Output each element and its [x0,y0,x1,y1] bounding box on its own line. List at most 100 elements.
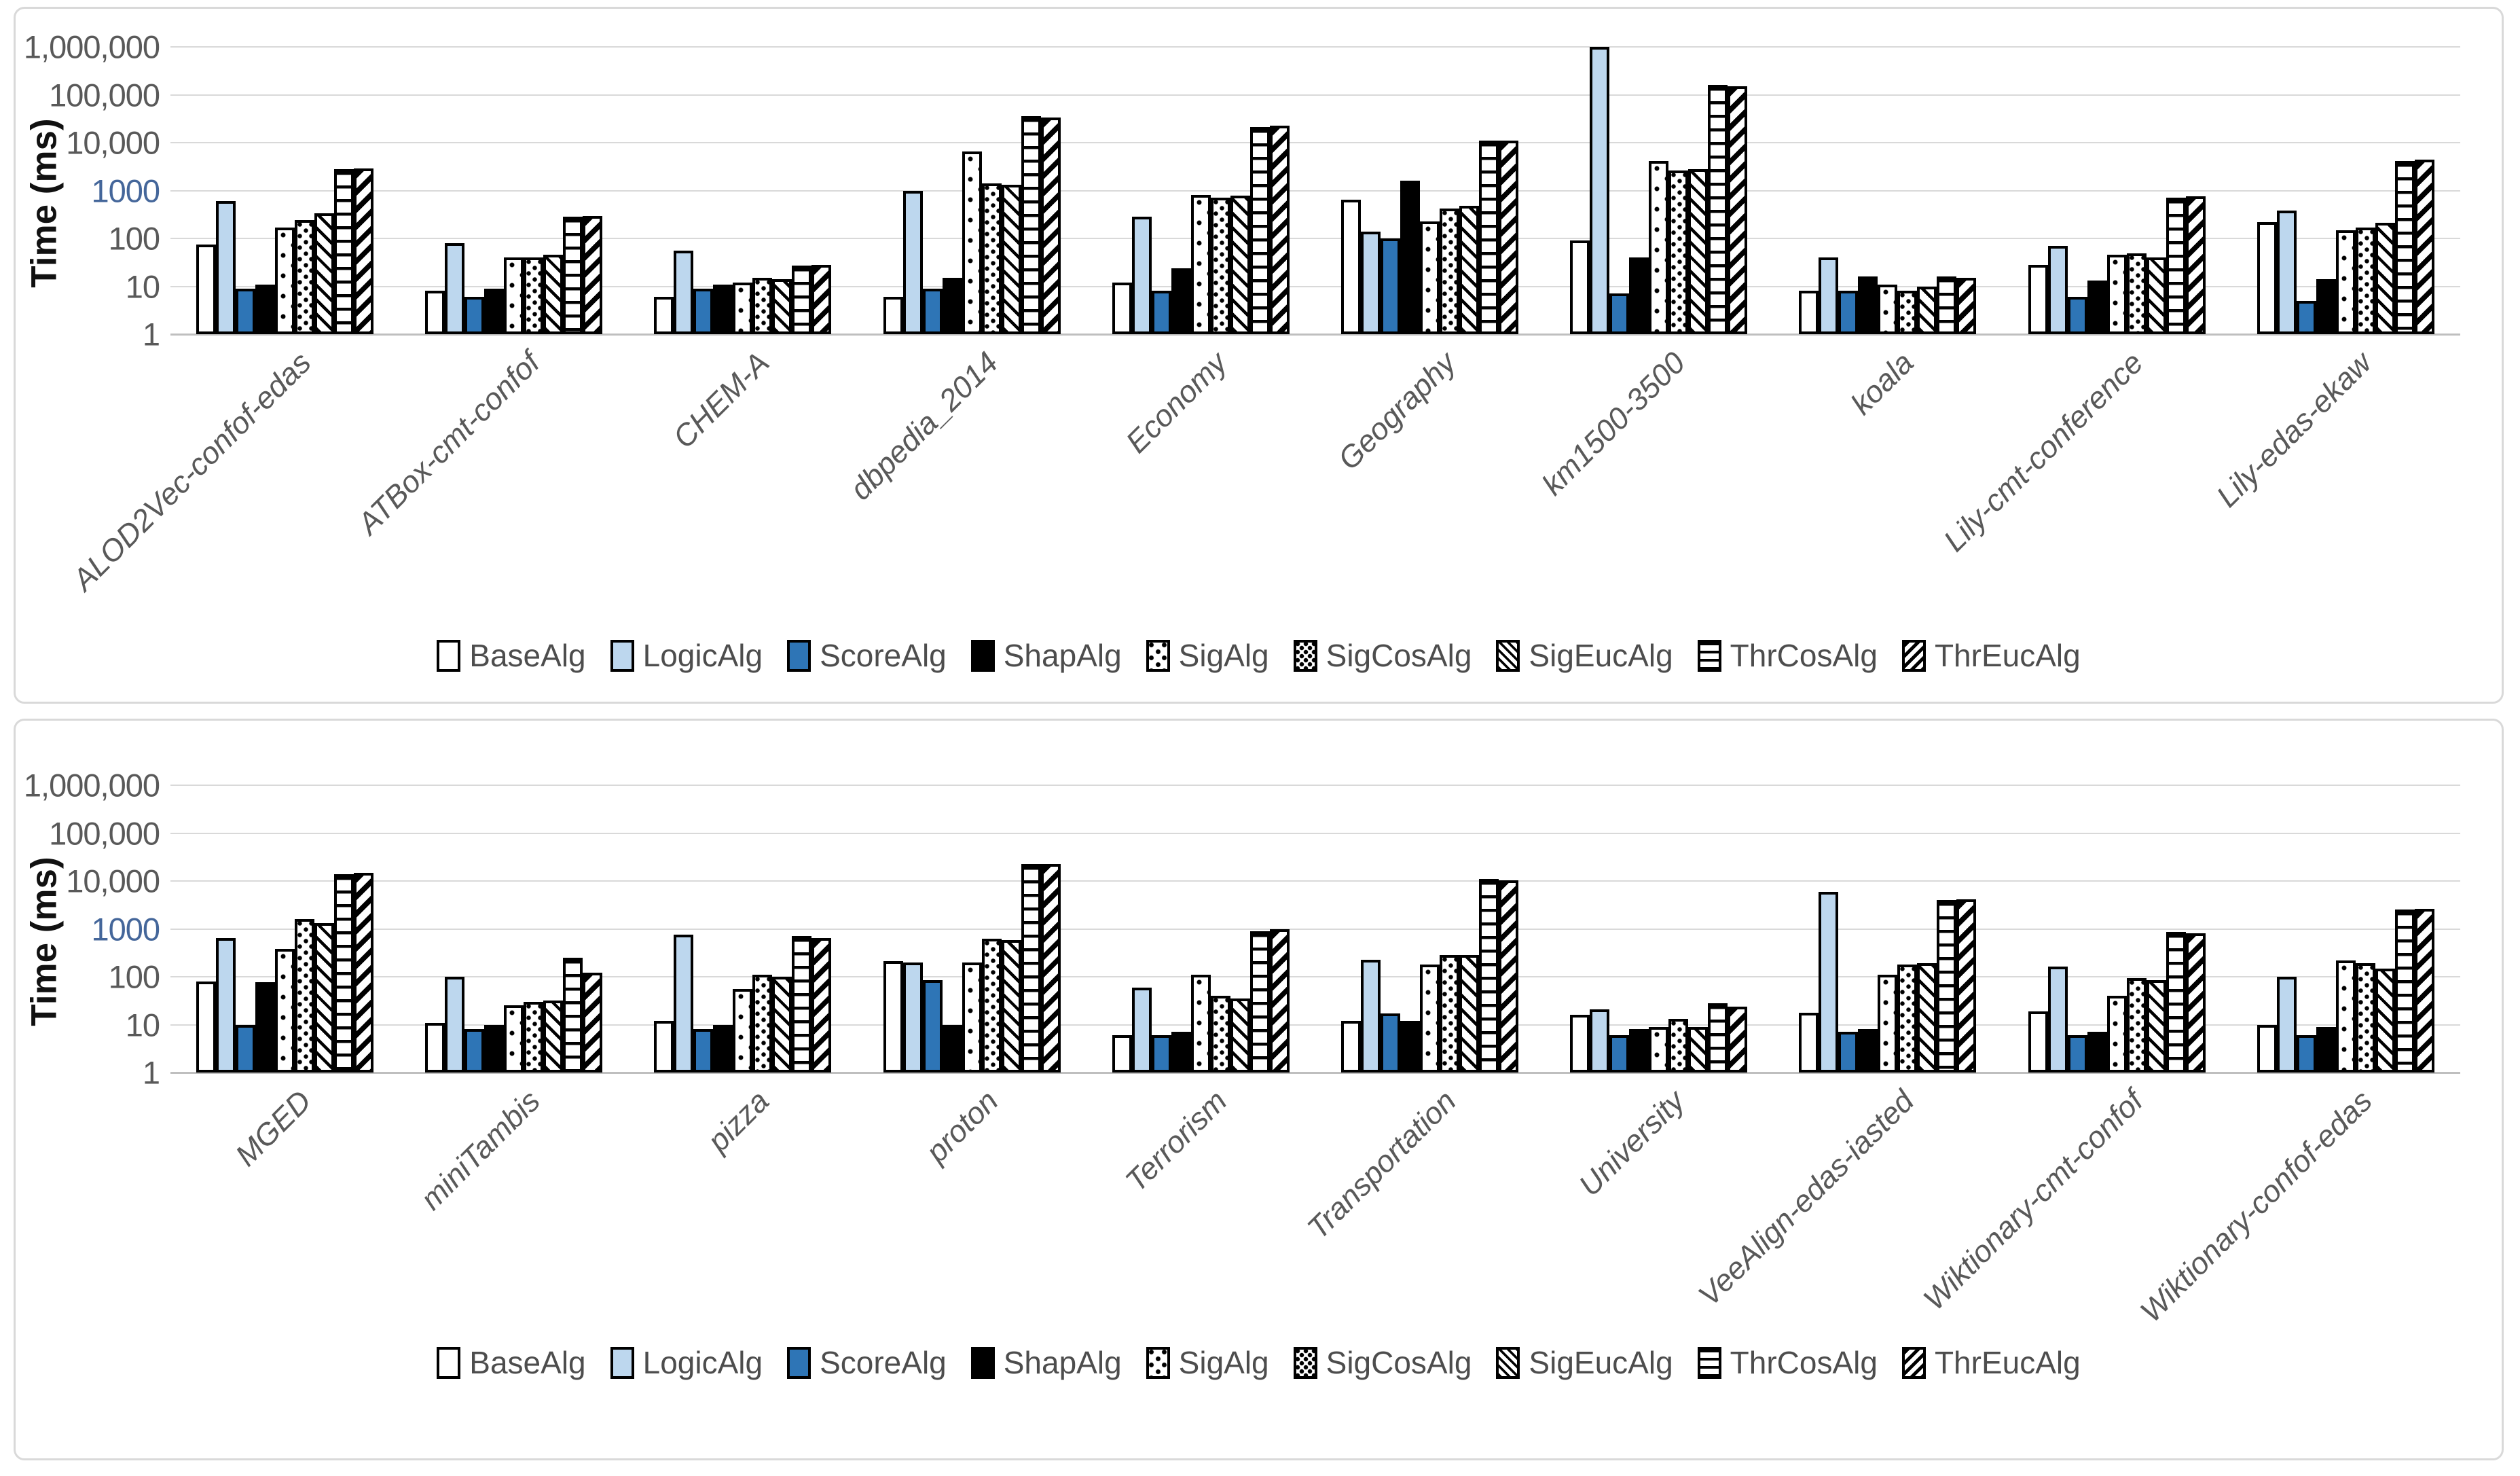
y-tick-label: 100,000 [49,815,160,851]
bar-scorealg [2296,300,2316,334]
bar-thrcosalg [2394,910,2415,1073]
legend-item-shapalg: ShapAlg [970,637,1122,674]
y-tick-label: 100 [108,220,160,257]
bar-sigeucalg [2375,223,2395,334]
bar-sigeucalg [1917,963,1937,1073]
bar-scorealg [1381,238,1401,334]
bar-sigalg [1649,160,1669,334]
y-tick-label: 10,000 [66,863,160,899]
y-tick-label: 10,000 [66,124,160,161]
x-category-label: Terrorism [1118,1083,1234,1199]
legend-label: ThrCosAlg [1730,1345,1878,1380]
x-category-label: Lily-edas-ekaw [2210,345,2379,514]
x-category-label: ALOD2Vec-confof-edas [65,345,318,597]
x-category-label: pizza [700,1083,776,1159]
bar-sigeucalg [1917,286,1937,334]
bar-sigcosalg [1440,955,1460,1073]
bar-sigeucalg [1459,205,1480,334]
bar-sigalg [962,151,982,334]
bar-sigcosalg [1897,291,1918,334]
bar-sigcosalg [2355,227,2375,334]
bar-sigalg [504,1005,524,1073]
bar-shapalg [1400,1020,1421,1073]
bar-group [1086,785,1315,1073]
bar-threucalg [1269,125,1290,334]
bar-threucalg [1040,863,1061,1073]
bar-logicalg [1590,1009,1610,1073]
bar-sigalg [733,282,753,334]
bar-sigeucalg [2146,257,2166,334]
bar-thrcosalg [1708,1003,1728,1073]
legend-label: ScoreAlg [820,1345,947,1380]
bar-sigalg [2335,230,2356,334]
bar-scorealg [1609,1035,1630,1073]
bar-sigcosalg [1668,1019,1689,1073]
gridline [170,785,2460,786]
bar-sigeucalg [1688,1026,1709,1073]
bar-sigcosalg [1210,198,1230,334]
bar-sigeucalg [543,1000,564,1073]
gridline [170,142,2460,143]
legend-item-sigalg: SigAlg [1146,1344,1269,1381]
legend-item-sigeucalg: SigEucAlg [1496,1344,1673,1381]
legend: BaseAlg LogicAlg ScoreAlg ShapAlg SigAlg SigC… [16,635,2502,676]
bar-threucalg [1040,117,1061,334]
y-tick-label: 1 [142,1054,160,1091]
bar-shapalg [1400,181,1421,334]
x-category-label: km1500-3500 [1535,345,1692,502]
bar-sigeucalg [2146,979,2166,1073]
bar-sigcosalg [2126,977,2147,1073]
gridline [170,94,2460,96]
bar-basealg [1799,291,1819,334]
bar-sigeucalg [2375,968,2395,1073]
bar-sigeucalg [1001,185,1021,334]
bar-shapalg [1858,1029,1878,1073]
x-category-label: Wiktionary-cmt-confof [1916,1083,2150,1317]
bar-thrcosalg [563,957,583,1073]
bar-logicalg [445,977,465,1073]
bar-threucalg [811,937,832,1073]
bar-logicalg [2276,211,2297,334]
bar-sigalg [2106,996,2127,1073]
bar-sigalg [733,989,753,1073]
legend-item-threucalg: ThrEucAlg [1901,637,2081,674]
bar-sigeucalg [314,923,335,1073]
bar-thrcosalg [792,936,812,1073]
bar-sigalg [1649,1026,1669,1073]
plot-area [170,785,2460,1074]
legend-swatch-sigalg [1146,639,1170,672]
bar-sigeucalg [772,279,792,334]
bar-sigalg [2335,960,2356,1073]
legend-swatch-sigeucalg [1496,1346,1520,1379]
bar-sigcosalg [524,1001,544,1073]
bar-shapalg [255,284,276,334]
bar-group [170,47,399,334]
legend-item-shapalg: ShapAlg [970,1344,1122,1381]
bar-scorealg [236,288,256,334]
x-category-label: University [1572,1083,1692,1203]
legend-item-sigeucalg: SigEucAlg [1496,637,1673,674]
legend-swatch-logicalg [610,639,634,672]
bar-sigeucalg [314,213,335,334]
bar-thrcosalg [2166,932,2186,1073]
legend-item-basealg: BaseAlg [437,637,586,674]
bar-group [399,47,628,334]
bar-sigeucalg [543,255,564,334]
bar-sigalg [1878,284,1898,334]
x-axis-line [170,333,2460,336]
bar-threucalg [1269,929,1290,1073]
bar-scorealg [236,1024,256,1073]
legend-label: BaseAlg [469,638,586,673]
bar-threucalg [1499,880,1519,1073]
legend-item-sigalg: SigAlg [1146,637,1269,674]
legend-swatch-thrcosalg [1697,1346,1721,1379]
bar-shapalg [2087,1032,2107,1073]
legend-label: ShapAlg [1003,638,1122,673]
bar-scorealg [2067,297,2087,334]
bar-group [2003,785,2231,1073]
y-tick-label: 1,000,000 [23,767,160,804]
bar-group [1315,785,1544,1073]
bar-sigeucalg [1230,998,1250,1073]
bar-sigeucalg [1459,955,1480,1073]
bar-basealg [196,244,217,334]
